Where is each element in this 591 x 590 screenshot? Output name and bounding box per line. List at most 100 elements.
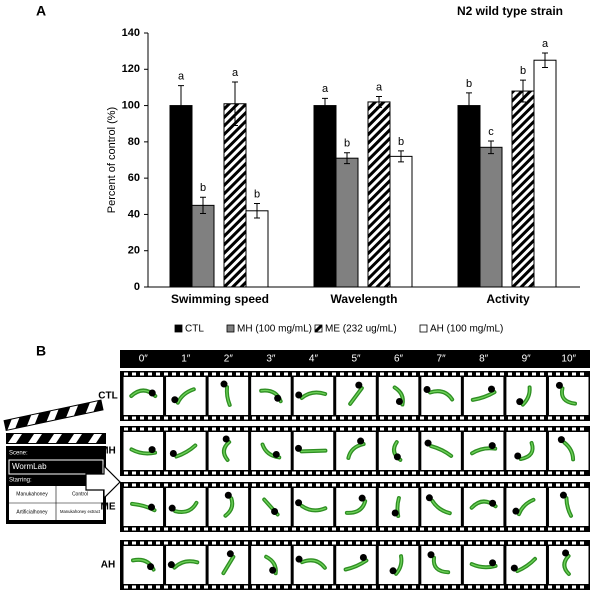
error-bar [254, 203, 260, 219]
sprocket [300, 427, 304, 431]
sprocket [180, 483, 184, 487]
sprocket [308, 585, 312, 589]
sprocket [476, 471, 480, 475]
sprocket [172, 585, 176, 589]
sprocket [380, 585, 384, 589]
bar [457, 105, 481, 288]
sprocket [532, 416, 536, 420]
sprocket [364, 585, 368, 589]
sprocket [372, 372, 376, 376]
significance-letter: a [178, 71, 185, 83]
sprocket [204, 471, 208, 475]
sprocket [188, 427, 192, 431]
sprocket [468, 427, 472, 431]
sprocket [380, 471, 384, 475]
sprocket [260, 416, 264, 420]
sprocket [132, 527, 136, 531]
sprocket [236, 527, 240, 531]
sprocket [500, 527, 504, 531]
sprocket [260, 541, 264, 545]
time-label: 2″ [224, 354, 234, 365]
sprocket [340, 471, 344, 475]
sprocket [516, 541, 520, 545]
frame [548, 432, 589, 470]
significance-letter: b [200, 182, 206, 194]
sprocket [316, 416, 320, 420]
significance-letter: a [542, 38, 549, 50]
frame [506, 377, 546, 415]
worm-head-dot [395, 398, 403, 406]
sprocket [436, 416, 440, 420]
sprocket [348, 427, 352, 431]
sprocket [484, 483, 488, 487]
sprocket [500, 372, 504, 376]
sprocket [348, 527, 352, 531]
sprocket [508, 541, 512, 545]
sprocket [580, 527, 584, 531]
sprocket [452, 527, 456, 531]
sprocket [212, 585, 216, 589]
y-axis-label: Percent of control (%) [106, 107, 118, 213]
frame [123, 432, 164, 470]
sprocket [548, 471, 552, 475]
time-label: 6″ [394, 354, 404, 365]
worm-head-dot [359, 554, 367, 562]
row-label: AH [101, 560, 115, 571]
sprocket [180, 471, 184, 475]
sprocket [524, 585, 528, 589]
sprocket [308, 527, 312, 531]
sprocket [380, 541, 384, 545]
sprocket [172, 427, 176, 431]
sprocket [140, 427, 144, 431]
time-label: 1″ [181, 354, 191, 365]
sprocket [212, 471, 216, 475]
worm [226, 386, 231, 406]
frame [336, 432, 376, 470]
sprocket [252, 541, 256, 545]
sprocket [500, 427, 504, 431]
sprocket [276, 483, 280, 487]
sprocket [284, 427, 288, 431]
sprocket [388, 527, 392, 531]
sprocket [332, 585, 336, 589]
sprocket [468, 471, 472, 475]
worm [347, 443, 365, 459]
x-tick-label: Activity [486, 292, 530, 306]
sprocket [412, 585, 416, 589]
sprocket [332, 483, 336, 487]
worm-head-dot [389, 567, 397, 575]
sprocket [532, 372, 536, 376]
sprocket [564, 541, 568, 545]
sprocket [444, 416, 448, 420]
sprocket [524, 471, 528, 475]
sprocket [332, 541, 336, 545]
sprocket [292, 427, 296, 431]
sprocket [508, 372, 512, 376]
sprocket [252, 427, 256, 431]
sprocket [180, 527, 184, 531]
sprocket [228, 372, 232, 376]
sprocket [228, 471, 232, 475]
sprocket [316, 471, 320, 475]
sprocket [468, 585, 472, 589]
sprocket [324, 372, 328, 376]
sprocket [548, 372, 552, 376]
sprocket [364, 483, 368, 487]
sprocket [316, 427, 320, 431]
sprocket [356, 585, 360, 589]
worm-head-dot [148, 389, 156, 397]
sprocket [380, 483, 384, 487]
worm-head-dot [489, 499, 497, 507]
sprocket [532, 483, 536, 487]
sprocket [436, 541, 440, 545]
sprocket [164, 372, 168, 376]
sprocket [524, 541, 528, 545]
error-bar [200, 196, 206, 215]
significance-letter: b [520, 65, 526, 77]
sprocket [332, 427, 336, 431]
clapper-text: Manukahoney extract [60, 509, 101, 514]
sprocket [148, 427, 152, 431]
sprocket [220, 416, 224, 420]
sprocket [356, 372, 360, 376]
sprocket [508, 416, 512, 420]
